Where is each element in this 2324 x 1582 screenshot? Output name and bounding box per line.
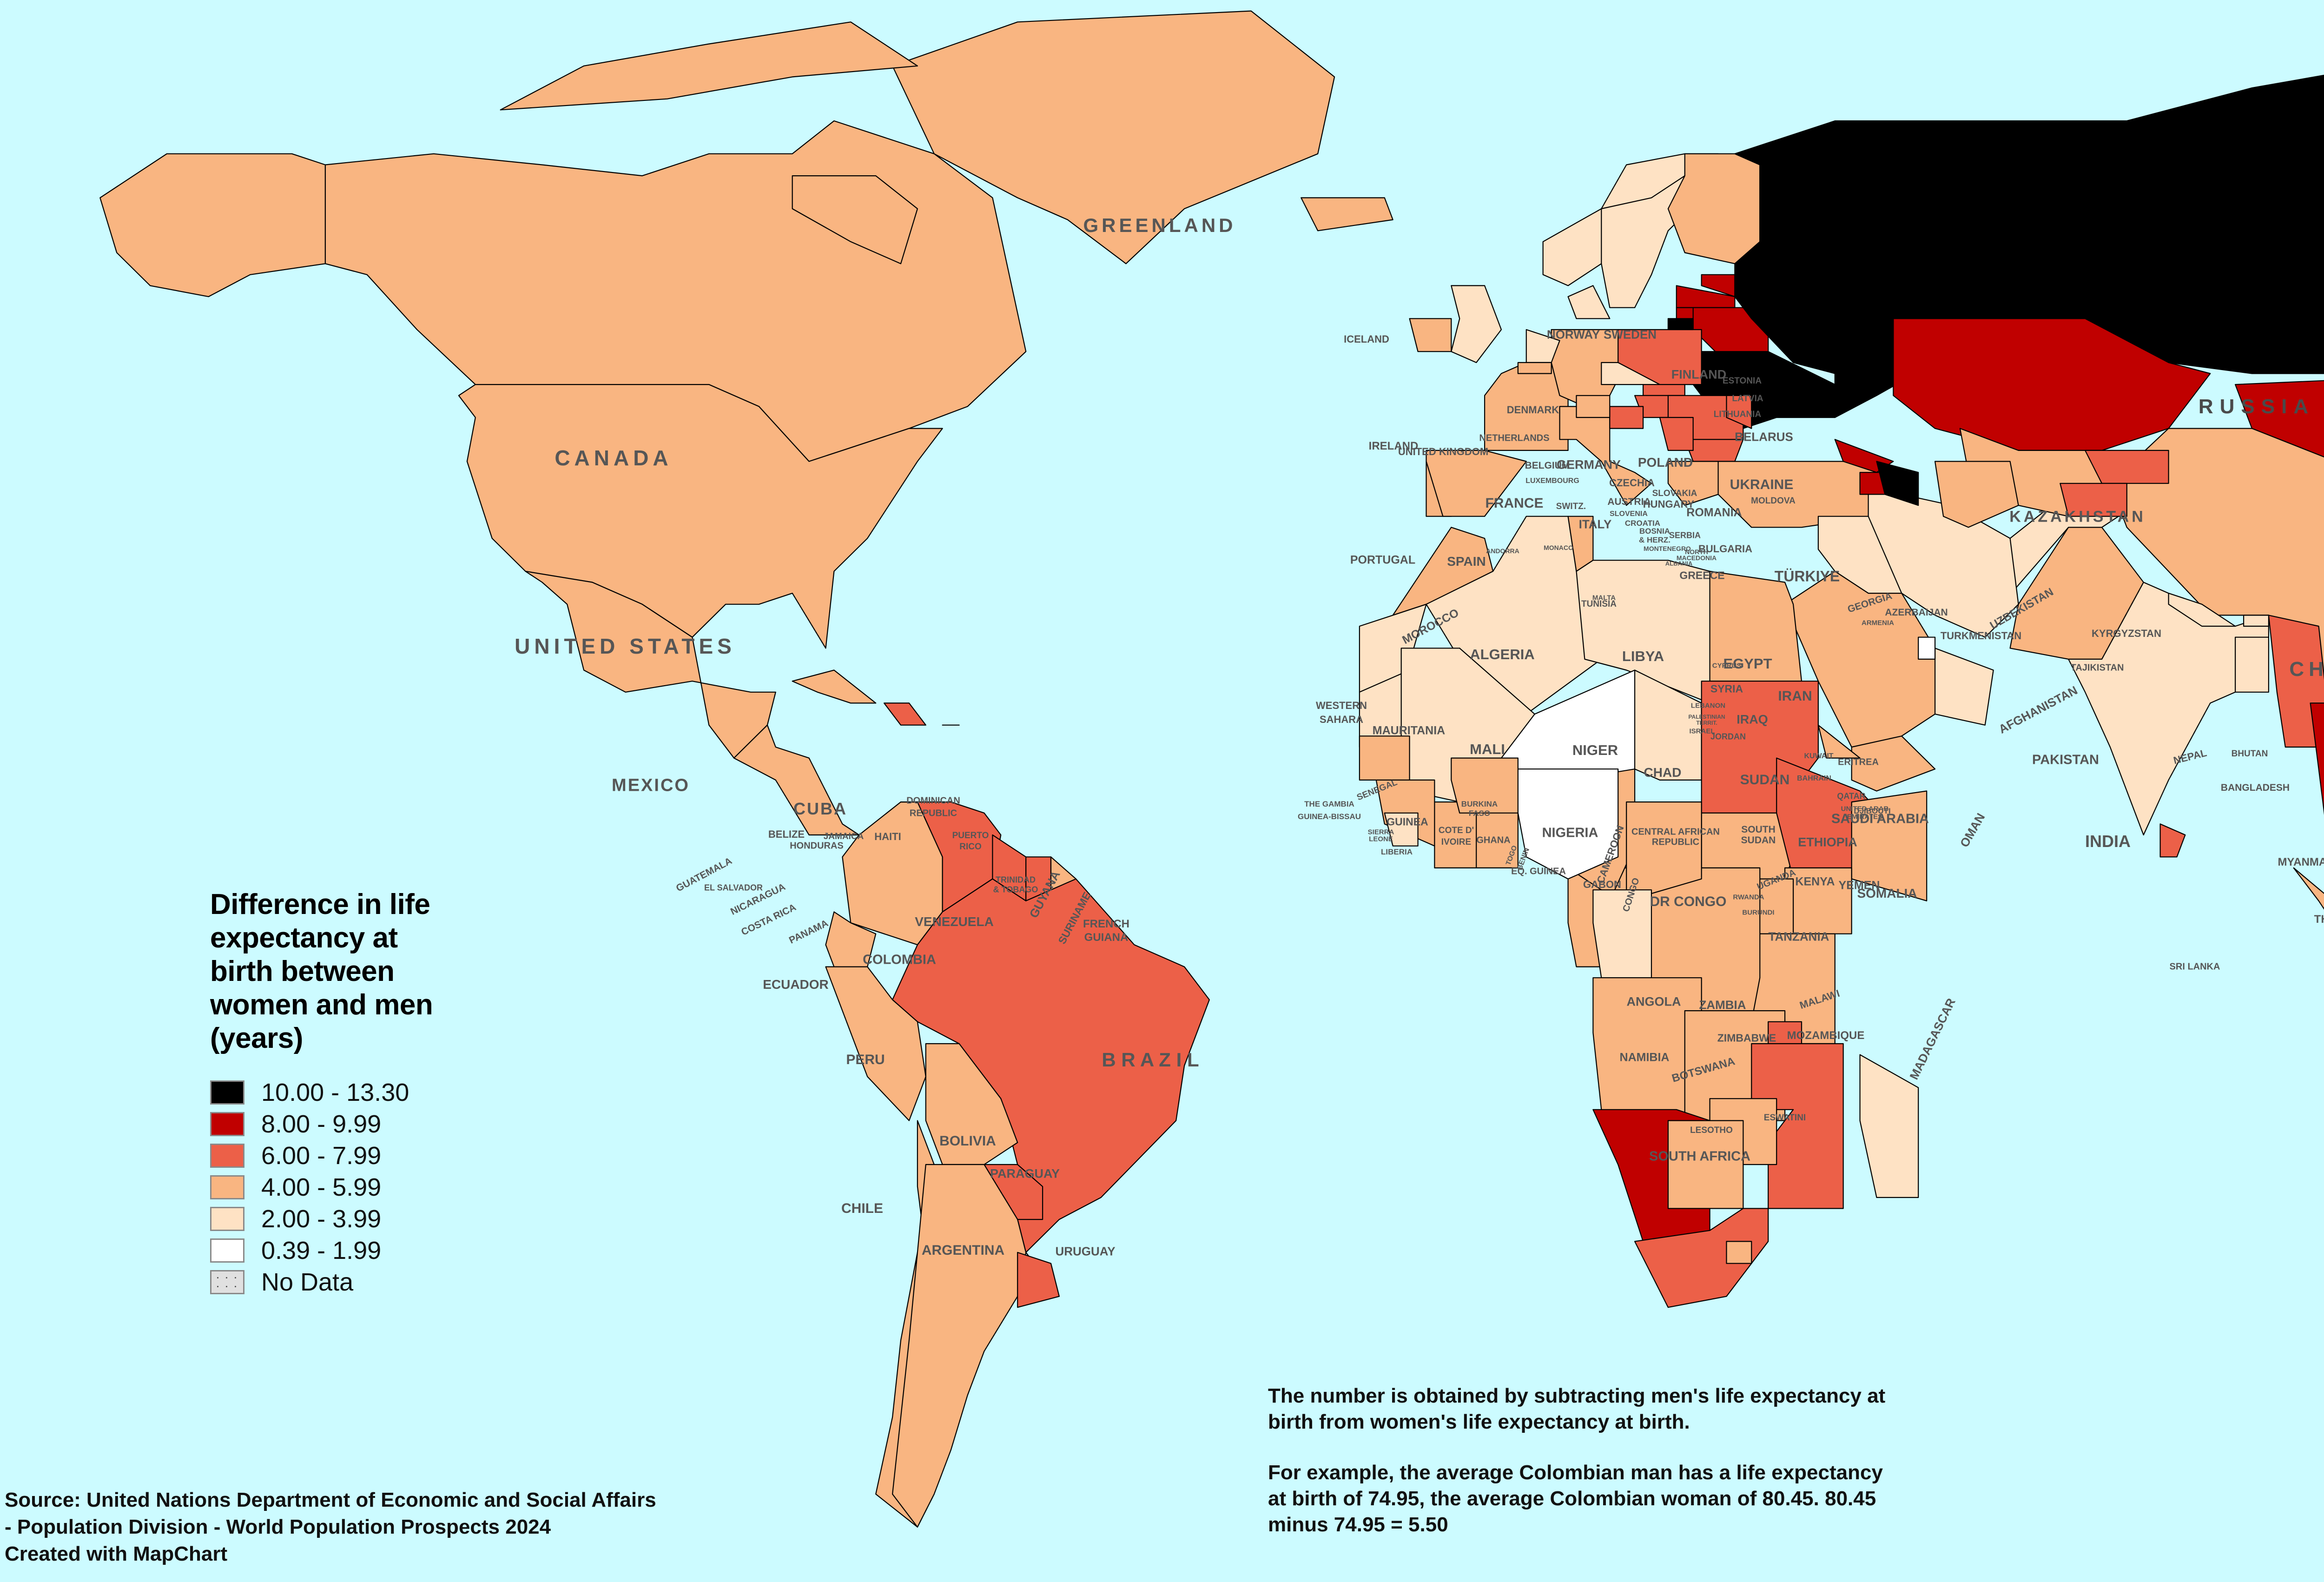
legend-label: 6.00 - 7.99	[261, 1141, 382, 1170]
source-line-2: - Population Division - World Population…	[5, 1516, 551, 1539]
country-shape	[1667, 461, 1719, 506]
country-shape	[1559, 406, 1652, 506]
country-shape	[892, 1164, 1027, 1528]
legend-label: 8.00 - 9.99	[261, 1110, 382, 1138]
country-shape	[1634, 669, 1702, 781]
country-shape	[1576, 395, 1611, 418]
country-shape	[1384, 812, 1419, 847]
country-shape	[1643, 384, 1685, 396]
legend-row: 0.39 - 1.99	[210, 1235, 563, 1266]
country-shape	[1859, 1054, 1919, 1198]
legend-label: 10.00 - 13.30	[261, 1078, 409, 1106]
country-shape	[2109, 428, 2324, 682]
country-shape	[892, 10, 1335, 265]
legend-swatch	[210, 1080, 244, 1105]
country-shape	[2009, 527, 2144, 660]
country-shape	[925, 1043, 1018, 1165]
legend-label: 4.00 - 5.99	[261, 1173, 382, 1201]
country-shape	[1359, 735, 1410, 781]
country-shapes	[99, 10, 2324, 1528]
country-shape	[1426, 450, 1527, 517]
legend-row: No Data	[210, 1266, 563, 1298]
country-shape	[1017, 1251, 1060, 1308]
source-line-1: Source: United Nations Department of Eco…	[5, 1489, 656, 1511]
country-shape	[1592, 889, 1652, 979]
note-spacer	[1268, 1436, 1900, 1460]
country-shape	[99, 153, 326, 298]
country-shape	[2235, 636, 2269, 693]
country-shape	[1409, 318, 1452, 352]
country-shape	[2085, 450, 2169, 484]
legend-swatch	[210, 1112, 244, 1136]
legend-swatch	[210, 1143, 244, 1168]
country-shape	[733, 724, 860, 836]
country-shape	[1301, 197, 1393, 232]
methodology-note: The number is obtained by subtracting me…	[1268, 1383, 1900, 1538]
legend-swatch	[210, 1206, 244, 1231]
country-shape	[1726, 1241, 1752, 1264]
country-shape	[1451, 285, 1502, 363]
country-shape	[500, 21, 918, 111]
country-shape	[884, 702, 926, 726]
country-shape	[1609, 406, 1644, 429]
source-line-3: Created with MapChart	[5, 1542, 228, 1566]
country-shape	[1851, 735, 1936, 792]
country-shape	[1918, 636, 1936, 660]
country-shape	[1667, 1120, 1744, 1209]
legend-label: No Data	[261, 1268, 354, 1296]
country-shape	[2268, 615, 2324, 748]
country-shape	[1517, 362, 1552, 374]
country-shape	[1726, 395, 1752, 429]
country-shape	[2310, 702, 2324, 815]
country-shape	[2243, 615, 2269, 627]
country-shape	[2168, 593, 2236, 627]
country-shape	[1934, 461, 2019, 528]
legend-row: 6.00 - 7.99	[210, 1140, 563, 1172]
note-line-2: For example, the average Colombian man h…	[1268, 1461, 1883, 1536]
legend-swatch	[210, 1270, 244, 1294]
legend-swatch	[210, 1175, 244, 1199]
legend-row: 2.00 - 3.99	[210, 1203, 563, 1235]
country-shape	[2159, 823, 2186, 858]
country-shape	[1634, 1208, 1769, 1308]
country-shape	[1451, 757, 1519, 814]
source-attribution: Source: United Nations Department of Eco…	[5, 1487, 795, 1568]
country-shape	[792, 669, 877, 704]
legend-label: 0.39 - 1.99	[261, 1236, 382, 1264]
country-shape	[792, 175, 918, 265]
legend-swatch	[210, 1238, 244, 1263]
country-shape	[1876, 461, 1919, 506]
map-legend: Difference in life expectancy at birth b…	[210, 888, 563, 1298]
country-shape	[525, 570, 776, 759]
legend-label: 2.00 - 3.99	[261, 1205, 382, 1233]
country-shape	[1784, 867, 1852, 934]
note-line-1: The number is obtained by subtracting me…	[1268, 1384, 1886, 1434]
country-shape	[1667, 318, 1694, 331]
legend-row: 8.00 - 9.99	[210, 1108, 563, 1140]
country-shape	[1817, 724, 1861, 759]
country-shape	[2293, 867, 2324, 910]
country-shape	[1567, 285, 1611, 319]
country-shape	[1893, 318, 2211, 451]
legend-rows: 10.00 - 13.30 8.00 - 9.99 6.00 - 7.99 4.00 …	[210, 1077, 563, 1298]
country-shape	[458, 384, 943, 649]
country-shape	[1734, 74, 2324, 418]
country-shape	[1626, 801, 1702, 901]
legend-title: Difference in life expectancy at birth b…	[210, 888, 433, 1054]
country-shape	[2060, 483, 2127, 517]
country-shape	[1851, 790, 1928, 901]
country-shape	[1659, 417, 1694, 451]
country-shape	[1934, 648, 1994, 726]
legend-row: 4.00 - 5.99	[210, 1172, 563, 1203]
legend-row: 10.00 - 13.30	[210, 1077, 563, 1108]
